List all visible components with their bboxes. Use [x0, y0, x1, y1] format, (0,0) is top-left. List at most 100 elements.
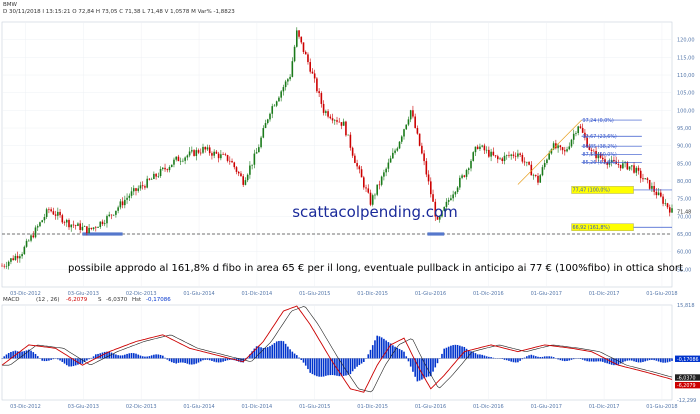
macd-hist-bar [537, 356, 539, 359]
candle-body [36, 226, 39, 228]
macd-hist-bar [318, 358, 320, 377]
macd-hist-bar [260, 347, 262, 359]
candle-body [25, 240, 28, 247]
candle-body [421, 145, 423, 154]
candle-body [242, 176, 244, 185]
macd-hist-bar [215, 358, 218, 363]
candle-body [251, 164, 253, 166]
candle-body [541, 167, 544, 176]
macd-hist-bar [65, 358, 68, 366]
candle-body [289, 76, 291, 80]
candle-body [443, 206, 445, 211]
candle-body [253, 153, 256, 165]
symbol-label: BMW [3, 2, 17, 8]
x-tick-label: 01-Giu-2014 [183, 291, 214, 297]
macd-hist-bar [159, 354, 162, 359]
fib-label: 85,26 (61,8%) [583, 160, 617, 166]
candle-body [666, 203, 669, 208]
macd-hist-bar [220, 358, 222, 363]
candle-body [601, 157, 604, 160]
macd-hist-bar [628, 358, 631, 361]
signal-line [2, 306, 673, 393]
candle-body [65, 219, 68, 223]
macd-hist-bar [389, 343, 392, 359]
macd-hist-bar [271, 344, 274, 359]
candle-body [441, 210, 443, 217]
candle-body [157, 176, 160, 177]
macd-hist-bar [472, 352, 475, 359]
macd-hist-bar [561, 358, 564, 361]
candle-body [539, 175, 542, 183]
candle-body [351, 147, 354, 156]
macd-hist-bar [492, 357, 495, 359]
candle-body [1, 265, 3, 267]
candle-body [222, 154, 224, 155]
macd-hist-bar [311, 358, 314, 375]
macd-hist-bar [179, 358, 182, 363]
macd-hist-bar [474, 353, 477, 359]
candle-body [548, 153, 550, 160]
candle-body [452, 194, 454, 199]
x-tick-label: 01-Dic-2015 [357, 404, 388, 410]
macd-hist-bar [662, 358, 664, 363]
candle-body [291, 61, 294, 77]
candle-body [318, 91, 320, 94]
candle-body [52, 211, 55, 215]
candle-body [340, 122, 343, 126]
candle-body [177, 156, 180, 162]
x-tick-label: 01-Giu-2014 [183, 404, 214, 410]
macd-hist-bar [251, 351, 253, 359]
macd-hist-bar [566, 358, 568, 362]
last-price-label: 71,48 [677, 209, 691, 215]
macd-hist-bar [97, 353, 99, 359]
candle-body [184, 157, 186, 161]
candle-body [197, 150, 200, 153]
macd-hist-bar [613, 358, 615, 366]
x-tick-label: 01-Dic-2017 [589, 404, 620, 410]
candle-body [470, 160, 472, 169]
candle-body [501, 158, 504, 162]
candle-body [255, 152, 258, 154]
macd-hist-bar [132, 353, 135, 359]
macd-hist-bar [124, 354, 126, 359]
candle-body [454, 191, 457, 195]
candle-body [112, 214, 115, 216]
macd-hist-bar [262, 348, 265, 359]
candle-body [342, 121, 345, 126]
macd-hist-bar [434, 358, 437, 368]
macd-hist-bar [450, 345, 452, 359]
macd-hist-bar [526, 356, 528, 359]
macd-hist-bar [258, 346, 260, 359]
macd-hist-bar [557, 358, 559, 360]
candle-body [510, 154, 512, 156]
candle-body [188, 151, 191, 156]
macd-hist-bar [463, 346, 466, 359]
candle-body [302, 42, 305, 52]
macd-hist-bar [657, 358, 660, 362]
fib-box [571, 186, 634, 194]
macd-hist-bar [510, 358, 512, 362]
macd-hist-bar [407, 358, 410, 362]
macd-hist-bar [452, 345, 454, 359]
candle-body [282, 87, 285, 92]
macd-hist-bar [108, 351, 110, 359]
candle-body [557, 145, 559, 149]
candle-body [5, 265, 8, 267]
candle-body [581, 127, 584, 133]
candle-body [586, 137, 588, 147]
macd-hist-bar [342, 358, 345, 376]
macd-hist-bar [193, 358, 195, 365]
candle-body [610, 159, 613, 163]
candle-body [240, 173, 242, 177]
candle-body [552, 143, 555, 150]
macd-params: (12 , 26) [36, 297, 60, 303]
macd-hist-bar [329, 358, 332, 376]
candle-body [148, 178, 151, 180]
macd-hist-bar [106, 351, 108, 359]
signal-value: -6,0370 [106, 297, 128, 303]
candle-body [153, 173, 155, 180]
candle-body [173, 159, 175, 165]
macd-hist-bar [400, 350, 403, 359]
macd-hist-bar [217, 358, 220, 363]
candle-body [430, 181, 432, 195]
